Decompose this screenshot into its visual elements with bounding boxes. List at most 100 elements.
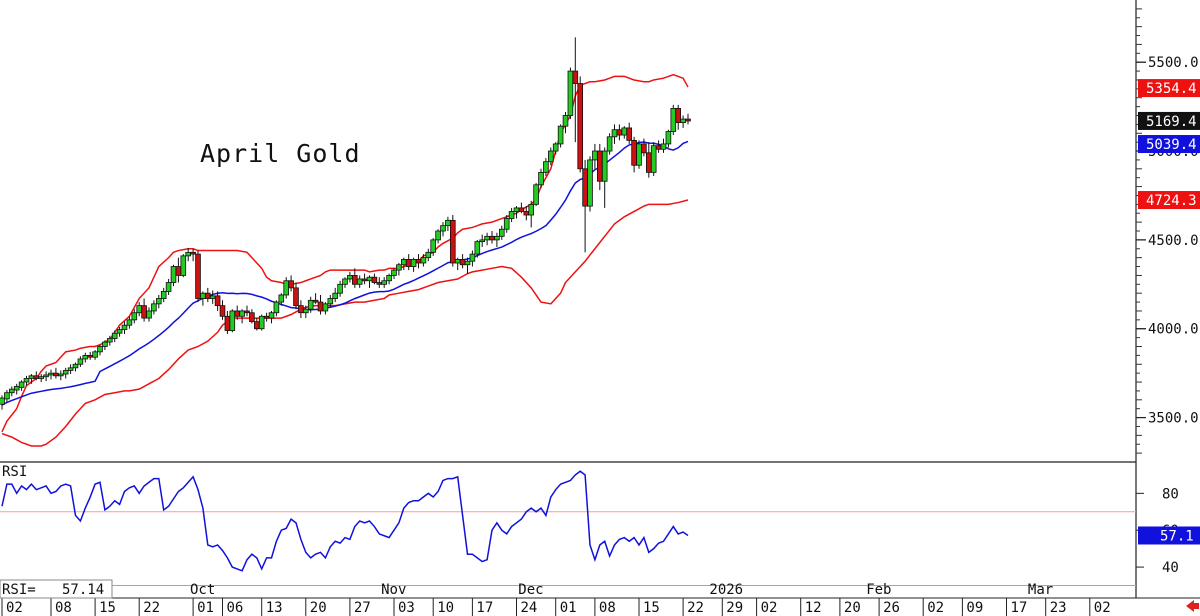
x-month-label: Feb <box>866 582 891 598</box>
down-candle-body <box>293 287 299 307</box>
up-candle-body <box>185 251 192 257</box>
candle <box>356 275 363 288</box>
x-day-label: 17 <box>1011 600 1028 616</box>
up-candle-body <box>366 276 373 282</box>
down-candle-body <box>33 375 40 379</box>
up-candle-body <box>273 301 280 314</box>
down-candle-body <box>415 259 422 264</box>
down-candle-body <box>53 372 59 377</box>
x-day-label: 02 <box>927 600 944 616</box>
candle <box>587 156 593 212</box>
up-candle-body <box>18 381 25 388</box>
candle <box>332 287 338 303</box>
up-candle-body <box>498 228 505 237</box>
up-candle-body <box>587 159 593 207</box>
x-day-label: 08 <box>55 600 72 616</box>
rsi-tag-label: 57.1 <box>1160 528 1194 544</box>
up-candle-body <box>503 218 510 230</box>
candle <box>170 264 177 287</box>
x-day-label: 23 <box>1050 600 1067 616</box>
up-candle-body <box>337 283 343 294</box>
candle <box>317 294 324 315</box>
candle <box>302 305 309 319</box>
up-candle-body <box>665 131 672 145</box>
down-candle-body <box>288 280 294 289</box>
down-candle-body <box>685 118 691 122</box>
price-tick-label: 4500.0 <box>1148 233 1199 249</box>
price-tag-box <box>1138 79 1200 98</box>
candle <box>77 356 84 367</box>
candle <box>87 351 94 360</box>
candle <box>498 225 505 240</box>
down-candle-body <box>518 207 525 212</box>
candle <box>185 247 192 262</box>
scroll-left-button[interactable] <box>1186 600 1199 612</box>
candle <box>366 275 373 288</box>
up-candle-body <box>278 294 285 303</box>
up-candle-body <box>356 278 363 285</box>
candle <box>665 129 672 148</box>
down-candle-body <box>655 145 662 150</box>
x-day-label: 09 <box>966 600 983 616</box>
up-candle-body <box>548 150 554 163</box>
candle <box>97 344 103 356</box>
candle <box>180 254 187 278</box>
up-candle-body <box>92 351 98 358</box>
up-candle-body <box>386 275 392 282</box>
rsi-tick-label: 40 <box>1162 560 1179 576</box>
candle <box>244 305 250 317</box>
up-candle-body <box>116 329 123 334</box>
down-candle-body <box>646 152 652 173</box>
up-candle-body <box>151 303 157 312</box>
candle <box>552 142 559 155</box>
up-candle-body <box>180 255 187 276</box>
x-month-label: Dec <box>518 582 543 598</box>
up-candle-body <box>680 118 686 124</box>
candle <box>219 300 226 320</box>
candle <box>606 133 613 155</box>
axes: 3500.04000.04500.05000.05500.05354.45169… <box>1 8 1200 616</box>
down-candle-body <box>195 253 201 299</box>
up-candle-body <box>322 303 329 312</box>
price-tick-label: 5500.0 <box>1148 55 1199 71</box>
candle <box>146 307 152 322</box>
x-day-label: 02 <box>6 600 23 616</box>
down-candle-body <box>489 235 495 241</box>
candle <box>209 290 216 304</box>
candle <box>141 298 147 322</box>
candle <box>337 280 343 297</box>
down-candle-body <box>376 282 383 285</box>
up-candle-body <box>435 230 441 241</box>
up-candle-body <box>601 150 608 182</box>
candle <box>249 309 255 324</box>
x-day-label: 12 <box>805 600 822 616</box>
price-tag-label: 5354.4 <box>1146 81 1197 97</box>
up-candle-body <box>4 392 10 400</box>
candle <box>646 142 652 178</box>
down-candle-body <box>204 292 211 299</box>
candle <box>479 234 485 247</box>
moving-average-line <box>1 140 689 406</box>
up-candle-body <box>440 225 446 232</box>
up-candle-body <box>454 259 461 264</box>
down-candle-body <box>631 139 637 166</box>
candle <box>680 115 686 128</box>
candle <box>8 386 15 397</box>
up-candle-body <box>307 299 314 310</box>
candle <box>601 147 608 208</box>
up-candle-body <box>43 374 49 378</box>
candle <box>503 215 510 233</box>
down-candle-body <box>641 143 647 154</box>
candle <box>675 104 681 130</box>
up-candle-body <box>567 70 574 116</box>
x-day-label: 26 <box>883 600 900 616</box>
up-candle-body <box>58 373 64 377</box>
left-arrow-icon <box>1186 600 1199 612</box>
up-candle-body <box>533 184 539 205</box>
candle <box>48 369 54 380</box>
candle <box>459 254 466 269</box>
down-candle-body <box>405 259 412 267</box>
down-candle-body <box>224 315 231 331</box>
up-candle-body <box>425 251 432 259</box>
